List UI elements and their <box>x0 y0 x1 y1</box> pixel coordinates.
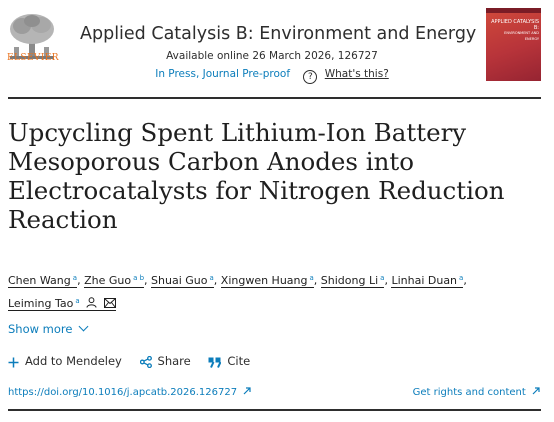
publisher-name: ELSEVIER <box>7 53 59 63</box>
author-link[interactable]: Shidong Li a <box>320 274 385 288</box>
available-online-date: Available online 26 March 2026, 126727 <box>166 50 378 62</box>
cover-top-bar <box>486 8 541 13</box>
author-link[interactable]: Shuai Guo a <box>151 274 214 288</box>
article-title: Upcycling Spent Lithium-Ion Battery Meso… <box>8 118 505 234</box>
person-icon <box>86 297 97 308</box>
share-icon <box>139 355 152 369</box>
whats-this-link[interactable]: What's this? <box>324 68 389 80</box>
author-link[interactable]: Leiming Tao a <box>8 297 116 311</box>
external-link-icon <box>243 387 251 395</box>
elsevier-logo[interactable] <box>6 8 58 66</box>
publication-status-row: In Press, Journal Pre-proof ? What's thi… <box>80 68 464 84</box>
status-link[interactable]: In Press, Journal Pre-proof <box>155 68 291 80</box>
journal-cover-image[interactable]: APPLIED CATALYSIS B: ENVIRONMENT AND ENER… <box>486 8 541 81</box>
show-more-label: Show more <box>8 322 73 336</box>
share-button[interactable]: Share <box>139 354 191 369</box>
author-link[interactable]: Zhe Guo a b <box>84 274 145 288</box>
author-link[interactable]: Linhai Duan a <box>391 274 464 288</box>
cite-button[interactable]: Cite <box>208 354 250 368</box>
plus-icon <box>8 357 19 368</box>
get-rights-link[interactable]: Get rights and content <box>390 387 540 398</box>
doi-link[interactable]: https://doi.org/10.1016/j.apcatb.2026.12… <box>8 387 251 398</box>
email-icon <box>103 298 116 308</box>
header-divider <box>8 97 541 99</box>
journal-title-link[interactable]: Applied Catalysis B: Environment and Ene… <box>80 24 477 44</box>
author-link[interactable]: Chen Wang a <box>8 274 78 288</box>
author-link[interactable]: Xingwen Huang a <box>220 274 314 288</box>
chevron-down-icon <box>79 321 89 332</box>
add-to-mendeley-button[interactable]: Add to Mendeley <box>8 354 122 368</box>
show-more-button[interactable]: Show more <box>8 321 89 336</box>
bottom-divider <box>8 409 541 411</box>
cover-title: APPLIED CATALYSIS B: ENVIRONMENT AND ENER… <box>491 19 539 41</box>
article-actions: Add to Mendeley Share Cite <box>8 354 264 369</box>
quote-icon <box>208 357 222 368</box>
help-icon[interactable]: ? <box>303 70 318 84</box>
external-link-icon <box>532 387 540 395</box>
author-list: Chen Wang a, Zhe Guo a b, Shuai Guo a, Xing… <box>8 274 467 311</box>
